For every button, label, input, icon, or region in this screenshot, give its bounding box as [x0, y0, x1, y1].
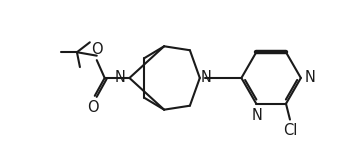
Text: N: N: [115, 70, 126, 86]
Text: Cl: Cl: [283, 123, 297, 138]
Text: N: N: [252, 108, 263, 123]
Text: O: O: [87, 100, 99, 115]
Text: N: N: [304, 70, 315, 86]
Text: N: N: [201, 70, 212, 86]
Text: O: O: [91, 42, 103, 57]
